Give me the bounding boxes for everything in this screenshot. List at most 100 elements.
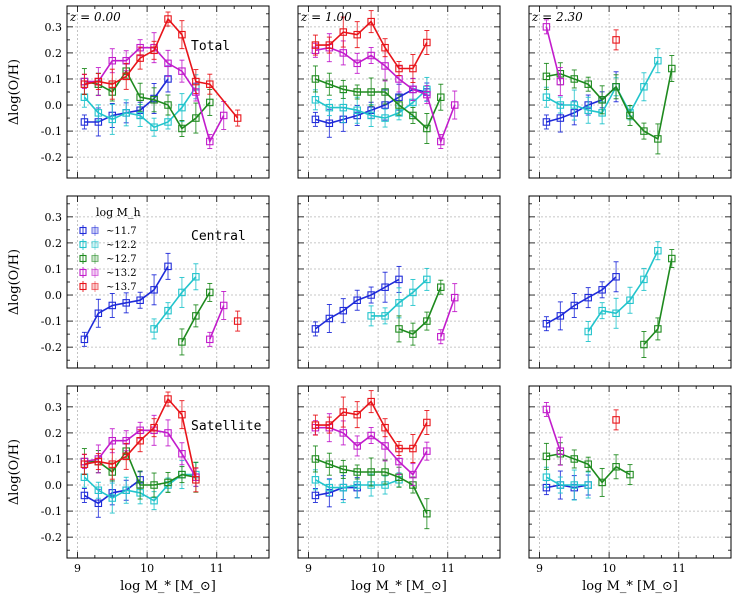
series-line-3 — [209, 305, 225, 340]
data-point — [437, 283, 445, 291]
data-point — [570, 481, 579, 489]
legend-marker — [79, 268, 87, 277]
data-point — [584, 80, 592, 88]
data-point — [381, 312, 389, 320]
data-point — [612, 416, 620, 424]
data-point — [353, 410, 361, 419]
data-point — [556, 114, 565, 122]
data-point — [339, 49, 348, 57]
data-point — [556, 447, 565, 455]
legend-marker — [91, 268, 99, 277]
data-point — [339, 28, 348, 36]
data-point — [325, 483, 334, 492]
panel-frame — [297, 195, 501, 369]
legend-marker — [91, 282, 99, 291]
panel-frame — [66, 385, 270, 559]
x-tick-label: 9 — [305, 562, 312, 575]
panel-central-3 — [528, 195, 732, 369]
data-point — [325, 460, 334, 468]
data-point — [668, 64, 676, 73]
data-point — [178, 410, 186, 419]
data-point — [136, 436, 144, 445]
y-axis-label: Δlog(O/H) — [7, 249, 22, 315]
data-point — [178, 67, 186, 75]
redshift-label: z = 1.00 — [300, 10, 352, 24]
data-point — [80, 80, 89, 88]
data-point — [178, 338, 186, 346]
data-point — [654, 246, 662, 255]
data-point — [192, 312, 200, 320]
y-tick-label: -0.2 — [41, 531, 62, 544]
series-line-2 — [398, 286, 442, 336]
data-point — [423, 275, 431, 284]
data-point — [233, 317, 242, 325]
data-point — [367, 88, 375, 96]
data-point — [94, 486, 103, 494]
data-point — [150, 423, 158, 432]
data-point — [80, 491, 89, 500]
data-point — [311, 75, 320, 83]
data-point — [150, 96, 158, 104]
legend-label: ~13.7 — [106, 282, 137, 293]
data-point — [542, 473, 551, 481]
data-point — [612, 309, 620, 318]
data-point — [626, 296, 634, 304]
x-axis-label: log M_* [M_⊙] — [120, 579, 216, 594]
data-point — [612, 36, 620, 44]
data-point — [437, 332, 445, 341]
data-point — [108, 436, 117, 445]
panel-frame — [66, 5, 270, 179]
data-point — [192, 77, 200, 86]
data-point — [206, 335, 214, 344]
data-point — [311, 476, 320, 484]
series-group — [311, 265, 459, 346]
data-point — [381, 468, 389, 476]
data-point — [339, 465, 348, 474]
series-line-1 — [153, 276, 197, 330]
legend-label: ~12.7 — [106, 254, 137, 265]
panel-total-1: 0.3 0.2 0.1 0.0 -0.1 -0.2 z = 0.00 Total — [41, 5, 270, 179]
data-point — [570, 455, 579, 463]
series-group — [80, 391, 200, 518]
data-point — [219, 301, 228, 310]
legend-title: log M_h — [96, 206, 141, 219]
data-point — [556, 312, 565, 320]
data-point — [423, 38, 431, 47]
data-point — [542, 319, 551, 328]
data-point — [80, 118, 89, 126]
data-point — [164, 118, 172, 126]
y-axis-label: Δlog(O/H) — [7, 439, 22, 505]
x-tick-label: 11 — [210, 562, 224, 575]
legend-label: ~11.7 — [106, 226, 137, 237]
legend-label: ~13.2 — [106, 268, 137, 279]
y-tick-label: 0.0 — [45, 289, 63, 302]
legend-label: ~12.2 — [106, 240, 137, 251]
data-point — [367, 17, 375, 26]
data-point — [353, 468, 361, 476]
panel-frame — [297, 385, 501, 559]
legend-marker — [91, 240, 99, 249]
data-point — [94, 499, 103, 508]
data-point — [450, 293, 459, 302]
series-line-3 — [545, 26, 562, 82]
legend-marker — [91, 226, 99, 235]
data-point — [136, 481, 144, 489]
y-tick-label: 0.2 — [45, 427, 63, 440]
data-point — [108, 80, 117, 88]
data-point — [367, 111, 375, 120]
data-point — [409, 330, 417, 338]
x-tick-label: 9 — [74, 562, 81, 575]
panel-frame — [528, 385, 732, 559]
x-axis-label: log M_* [M_⊙] — [582, 579, 678, 594]
data-point — [150, 325, 158, 333]
data-point — [192, 114, 200, 122]
data-point — [423, 317, 431, 325]
data-point — [381, 423, 389, 432]
series-line-0 — [546, 276, 617, 325]
data-point — [423, 418, 431, 427]
data-point — [325, 119, 334, 128]
data-point — [136, 111, 144, 120]
data-point — [122, 72, 130, 81]
data-point — [381, 283, 389, 291]
